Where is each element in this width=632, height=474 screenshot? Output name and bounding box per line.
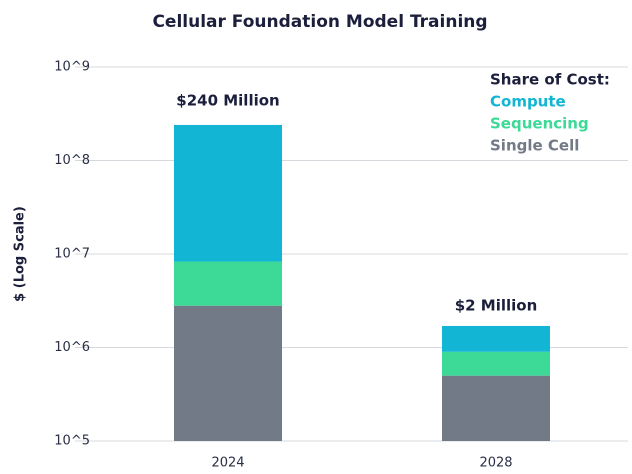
bar-segment	[442, 325, 550, 352]
y-tick-label: 10^9	[54, 60, 90, 75]
bar-segment	[442, 375, 550, 441]
total-label: $2 Million	[455, 296, 538, 314]
legend-entry: Single Cell	[490, 137, 579, 155]
x-tick-label: 2028	[479, 456, 512, 471]
bar-segment	[174, 261, 282, 306]
y-tick-label: 10^6	[54, 340, 90, 355]
bar-segment	[174, 124, 282, 262]
legend-title: Share of Cost:	[490, 71, 610, 89]
y-tick-label: 10^5	[54, 434, 90, 449]
bar-segment	[442, 351, 550, 376]
y-tick-label: 10^7	[54, 247, 90, 262]
y-axis-label: $ (Log Scale)	[13, 206, 28, 302]
legend-entry: Compute	[490, 93, 566, 111]
y-tick-label: 10^8	[54, 153, 90, 168]
total-label: $240 Million	[176, 91, 279, 109]
x-tick-label: 2024	[211, 456, 244, 471]
chart-title: Cellular Foundation Model Training	[152, 12, 487, 32]
bar-segment	[174, 305, 282, 441]
legend-entry: Sequencing	[490, 115, 589, 133]
